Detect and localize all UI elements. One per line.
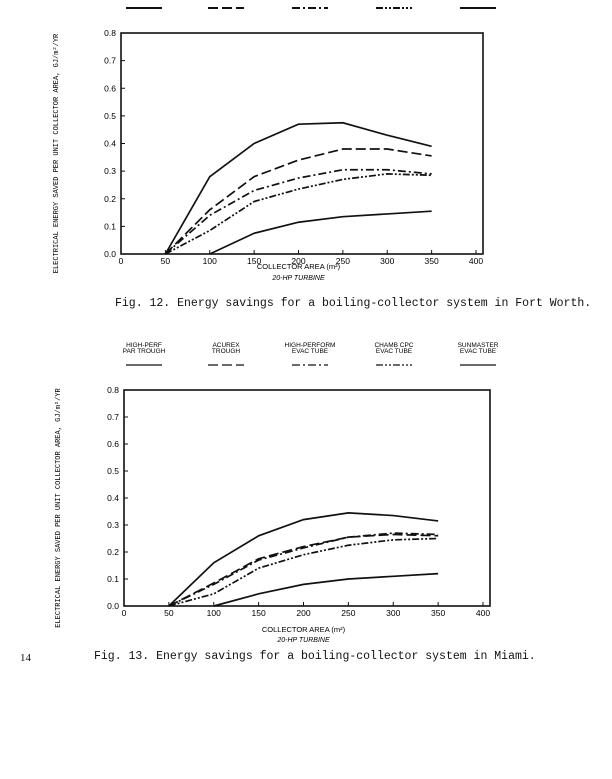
- fig12-caption: Fig. 12. Energy savings for a boiling-co…: [115, 297, 592, 310]
- x-tick-label: 150: [252, 608, 266, 618]
- legend-label: ACUREX: [212, 342, 240, 349]
- page-number: 14: [20, 652, 31, 664]
- x-tick-label: 0: [122, 608, 127, 618]
- y-tick-label: 0.2: [107, 547, 119, 557]
- legend-label: HIGH-PERF: [126, 342, 162, 349]
- y-tick-label: 0.4: [104, 139, 116, 149]
- plot-frame: [120, 32, 484, 255]
- series-line: [168, 532, 439, 607]
- x-tick-label: 0: [119, 256, 124, 266]
- y-tick-label: 0.6: [104, 83, 116, 93]
- y-tick-label: 0.7: [104, 56, 116, 66]
- y-tick-label: 0.4: [107, 493, 119, 503]
- y-tick-label: 0.8: [104, 28, 116, 38]
- series-line: [164, 173, 432, 255]
- x-tick-label: 200: [296, 608, 310, 618]
- x-tick-label: 350: [431, 608, 445, 618]
- x-axis-sublabel: 20-HP TURBINE: [276, 637, 330, 644]
- y-tick-label: 0.6: [107, 439, 119, 449]
- series-line: [164, 168, 432, 255]
- series-line: [168, 511, 439, 607]
- x-tick-label: 300: [386, 608, 400, 618]
- y-tick-label: 0.1: [107, 574, 119, 584]
- y-axis-label: ELECTRICAL ENERGY SAVED PER UNIT COLLECT…: [55, 387, 63, 627]
- series-line: [209, 210, 432, 255]
- series-line: [168, 533, 439, 607]
- x-tick-label: 50: [164, 608, 174, 618]
- x-tick-label: 100: [203, 256, 217, 266]
- x-tick-label: 250: [341, 608, 355, 618]
- y-tick-label: 0.1: [104, 221, 116, 231]
- legend-label: PAR TROUGH: [123, 348, 166, 355]
- y-tick-label: 0.7: [107, 412, 119, 422]
- legend-label: SUNMASTER: [458, 342, 499, 349]
- y-tick-label: 0.0: [104, 249, 116, 259]
- x-tick-label: 100: [207, 608, 221, 618]
- series-line: [213, 572, 439, 607]
- series-line: [164, 148, 432, 255]
- y-tick-label: 0.3: [104, 166, 116, 176]
- x-tick-label: 200: [291, 256, 305, 266]
- x-axis-label: COLLECTOR AREA (m²): [262, 625, 346, 634]
- y-tick-label: 0.5: [104, 111, 116, 121]
- y-axis-label: ELECTRICAL ENERGY SAVED PER UNIT COLLECT…: [53, 33, 61, 273]
- legend-label: CHAMB CPC: [374, 342, 413, 349]
- x-tick-label: 400: [476, 608, 490, 618]
- legend-label: EVAC TUBE: [460, 348, 497, 355]
- x-tick-label: 400: [469, 256, 483, 266]
- x-tick-label: 300: [380, 256, 394, 266]
- legend-label: HIGH-PERFORM: [285, 342, 336, 349]
- legend-label: EVAC TUBE: [292, 348, 329, 355]
- legend-label: TROUGH: [212, 348, 240, 355]
- legend-label: EVAC TUBE: [376, 348, 413, 355]
- fig13-caption: Fig. 13. Energy savings for a boiling-co…: [94, 650, 536, 663]
- y-tick-label: 0.8: [107, 385, 119, 395]
- y-tick-label: 0.2: [104, 194, 116, 204]
- y-tick-label: 0.3: [107, 520, 119, 530]
- series-line: [164, 121, 432, 255]
- x-axis-label: COLLECTOR AREA (m²): [257, 262, 341, 271]
- x-tick-label: 250: [336, 256, 350, 266]
- y-tick-label: 0.5: [107, 466, 119, 476]
- x-axis-sublabel: 20-HP TURBINE: [271, 275, 325, 282]
- series-line: [168, 537, 439, 607]
- x-tick-label: 150: [247, 256, 261, 266]
- x-tick-label: 350: [425, 256, 439, 266]
- x-tick-label: 50: [161, 256, 171, 266]
- y-tick-label: 0.0: [107, 601, 119, 611]
